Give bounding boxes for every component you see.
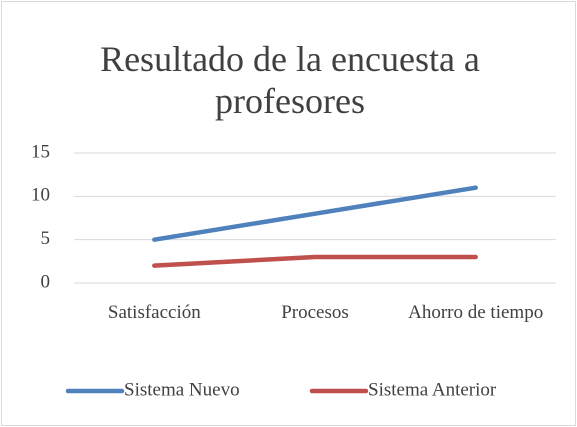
x-tick-label: Ahorro de tiempo [408, 302, 544, 323]
x-tick-label: Satisfacción [107, 302, 201, 323]
series-line [152, 254, 478, 268]
y-tick-label: 15 [31, 141, 50, 162]
x-tick-label: Procesos [281, 302, 349, 323]
series-line [152, 185, 478, 242]
y-tick-label: 10 [31, 185, 50, 206]
y-tick-label: 0 [41, 271, 51, 292]
legend-label: Sistema Nuevo [124, 379, 240, 400]
chart-title: Resultado de la encuesta a profesores [100, 39, 480, 121]
legend-label: Sistema Anterior [368, 379, 497, 400]
y-tick-label: 5 [41, 228, 51, 249]
